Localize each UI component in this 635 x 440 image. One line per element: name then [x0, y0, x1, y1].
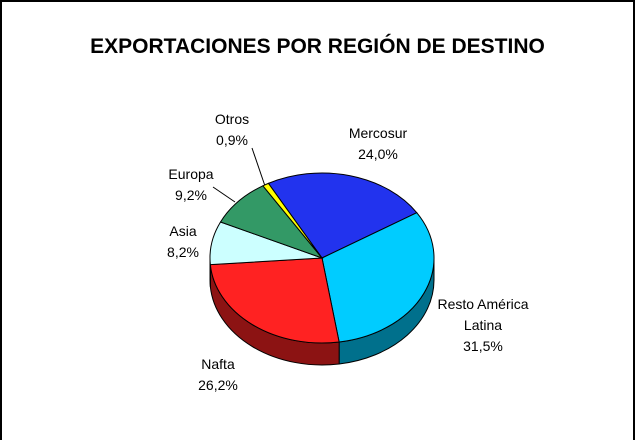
- value-label: 31,5%: [463, 338, 503, 354]
- value-label: 26,2%: [198, 377, 238, 393]
- chart-title: EXPORTACIONES POR REGIÓN DE DESTINO: [90, 35, 545, 58]
- data-label: Mercosur 24,0%: [318, 123, 438, 165]
- slice: [209, 257, 340, 344]
- data-label: Europa 9,2%: [131, 164, 251, 206]
- value-label: 24,0%: [358, 146, 398, 162]
- value-label: 0,9%: [216, 132, 248, 148]
- slice: [267, 172, 418, 259]
- slice: [262, 182, 323, 259]
- category-label: Europa: [168, 166, 214, 182]
- category-label: Mercosur: [348, 125, 408, 141]
- data-label: Asia 8,2%: [123, 221, 243, 263]
- data-label: Resto América Latina 31,5%: [428, 294, 538, 357]
- value-label: 9,2%: [175, 187, 207, 203]
- value-label: 8,2%: [167, 244, 199, 260]
- category-label: Nafta: [201, 356, 235, 372]
- category-label: Resto América Latina: [437, 296, 529, 333]
- category-label: Otros: [214, 111, 250, 127]
- leader-line: [212, 186, 236, 203]
- slice: [321, 212, 435, 343]
- leader-line: [251, 147, 266, 187]
- data-label: Nafta 26,2%: [158, 354, 278, 396]
- data-label: Otros 0,9%: [172, 109, 292, 151]
- category-label: Asia: [169, 223, 197, 239]
